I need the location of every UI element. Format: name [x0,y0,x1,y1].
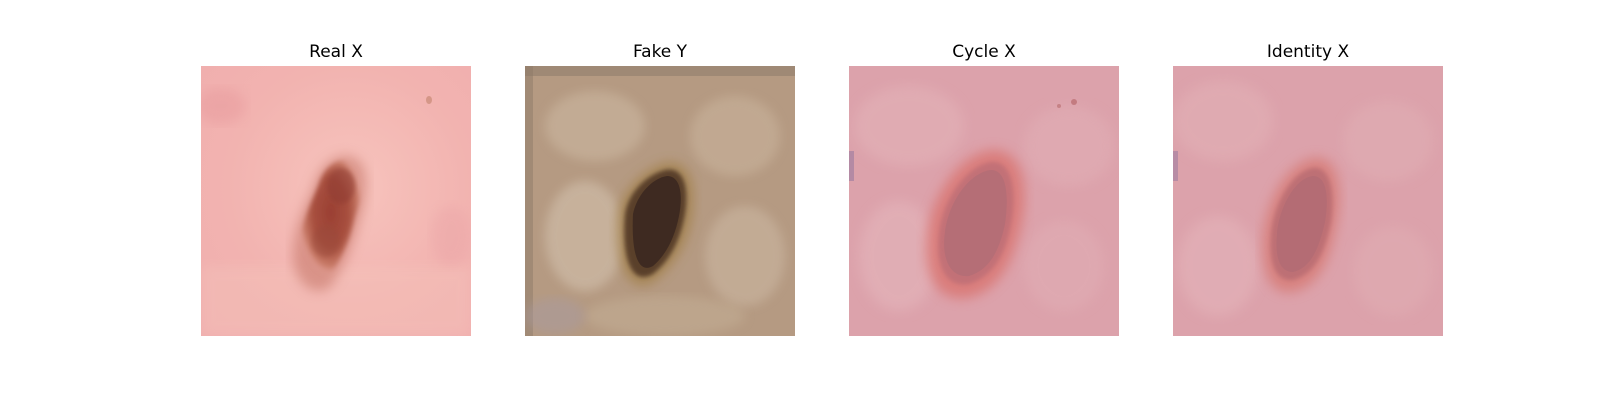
panel-title: Fake Y [632,42,688,62]
panel-identity-x: Identity X [1173,38,1443,336]
fake-y-image [525,66,795,336]
panel-title: Identity X [1266,42,1350,62]
panel-real-x: Real X [201,38,471,336]
panel-cycle-x: Cycle X [849,38,1119,336]
identity-x-image [1173,66,1443,336]
panel-title: Real X [309,42,363,62]
cycle-x-image [849,66,1119,336]
real-x-image [201,66,471,336]
panel-fake-y: Fake Y [525,38,795,336]
panel-title: Cycle X [952,42,1016,62]
